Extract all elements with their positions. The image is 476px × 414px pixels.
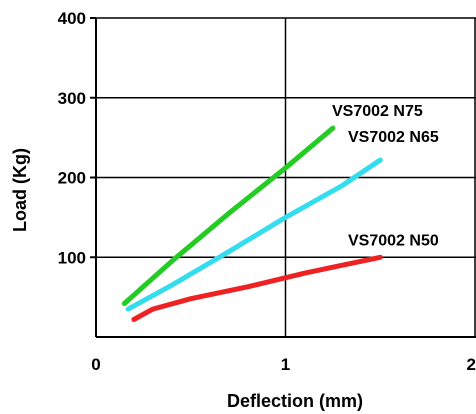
- x-tick-label-1: 1: [281, 355, 290, 374]
- x-axis-title: Deflection (mm): [227, 391, 363, 411]
- series-label-vs7002-n50: VS7002 N50: [348, 232, 439, 249]
- tick-labels: 100 200 300 400 0 1 2: [58, 9, 476, 374]
- y-tick-label-400: 400: [58, 9, 86, 28]
- series-line-vs7002-n50: [131, 254, 383, 322]
- y-tick-label-300: 300: [58, 89, 86, 108]
- series-line-vs7002-n65: [125, 157, 383, 312]
- series-label-vs7002-n75: VS7002 N75: [332, 103, 423, 120]
- x-tick-label-0: 0: [91, 355, 100, 374]
- y-tick-label-100: 100: [58, 248, 86, 267]
- x-tick-label-2: 2: [467, 355, 476, 374]
- grid: [96, 17, 476, 337]
- series-lines: [121, 125, 383, 322]
- y-axis-title: Load (Kg): [10, 148, 30, 232]
- y-tick-label-200: 200: [58, 169, 86, 188]
- axes: [90, 17, 476, 338]
- series-label-vs7002-n65: VS7002 N65: [348, 129, 439, 146]
- series-labels: VS7002 N75 VS7002 N65 VS7002 N50: [332, 103, 439, 249]
- series-line-vs7002-n75: [121, 125, 336, 306]
